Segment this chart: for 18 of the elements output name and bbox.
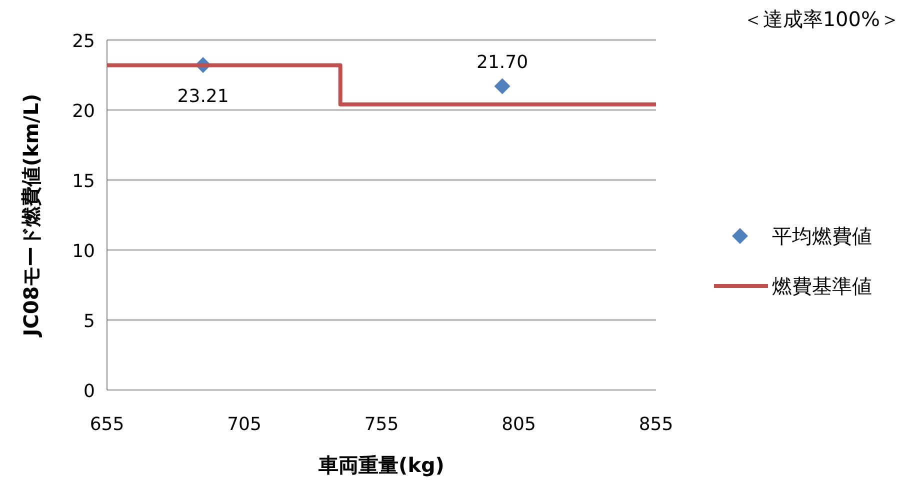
legend-label: 燃費基準値 [772,274,872,298]
x-tick-label: 655 [90,414,124,435]
data-label: 21.70 [476,52,528,74]
y-tick-label: 20 [72,101,95,122]
y-tick-label: 25 [72,31,95,52]
y-tick-label: 10 [72,241,95,262]
x-tick-label: 705 [227,414,262,435]
legend-label: 平均燃費値 [772,224,872,248]
data-label: 23.21 [177,86,229,108]
x-tick-label: 855 [638,414,674,435]
text: ＜達成率100%＞ [742,7,900,31]
x-tick-label: 755 [364,414,399,435]
x-axis-title: 車両重量(kg) [318,453,444,477]
x-tick-label: 805 [502,414,536,435]
y-tick-label: 15 [72,171,95,192]
y-axis-title: JC08モード燃費値(km/L) [19,94,43,338]
y-tick-label: 5 [84,311,95,332]
y-tick-label: 0 [84,381,95,402]
